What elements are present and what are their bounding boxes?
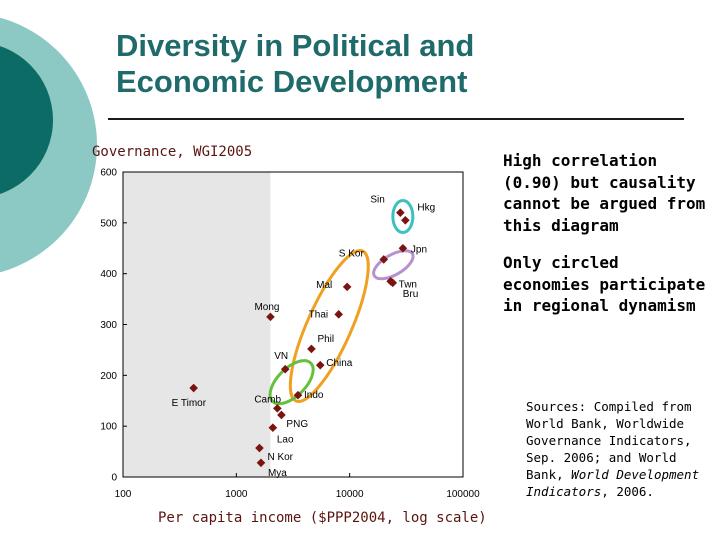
x-tick-label: 10000 xyxy=(336,489,364,500)
orange-group-outline xyxy=(288,249,370,403)
label-mya: Mya xyxy=(268,468,287,479)
bullet-correlation: High correlation (0.90) but causality ca… xyxy=(503,151,706,235)
x-tick-label: 100 xyxy=(115,489,132,500)
chart-title: Governance, WGI2005 xyxy=(92,144,252,160)
x-tick-label: 1000 xyxy=(225,489,248,500)
label-bru: Bru xyxy=(403,289,419,300)
plot-frame xyxy=(122,171,464,478)
bullet-list: High correlation (0.90) but causality ca… xyxy=(503,150,713,333)
label-s-kor: S Kor xyxy=(339,248,365,259)
y-tick-label: 600 xyxy=(100,168,117,179)
label-twn: Twn xyxy=(399,279,417,290)
data-points xyxy=(189,208,410,468)
label-camb: Camb xyxy=(254,394,281,405)
label-n-kor: N Kor xyxy=(267,452,293,463)
label-vn: VN xyxy=(274,351,288,362)
label-png: PNG xyxy=(286,419,308,430)
purple-group-outline xyxy=(372,249,415,281)
label-lao: Lao xyxy=(277,435,294,446)
label-mong: Mong xyxy=(254,302,279,313)
point-png xyxy=(277,410,286,420)
y-tick-label: 100 xyxy=(100,422,117,433)
y-tick-label: 400 xyxy=(100,269,117,280)
governance-income-scatter-chart: Governance, WGI2005 0100200300400500600 … xyxy=(92,144,487,526)
y-tick-label: 300 xyxy=(100,320,117,331)
y-axis-ticks: 0 100 200 300 400 500 600 xyxy=(100,168,127,484)
slide-title-line2: Economic Development xyxy=(116,64,468,99)
point-phil xyxy=(307,344,316,354)
label-indo: Indo xyxy=(304,390,324,401)
sources-text: Sources: Compiled from World Bank, World… xyxy=(526,399,692,482)
y-tick-label: 500 xyxy=(100,218,117,229)
decorative-dark-circle xyxy=(0,46,53,194)
group-outlines xyxy=(268,198,415,406)
label-sin: Sin xyxy=(370,195,384,206)
sources-year: , 2006. xyxy=(601,484,654,499)
slide-title-line1: Diversity in Political and xyxy=(116,28,475,63)
point-china xyxy=(315,360,325,370)
point-hkg xyxy=(401,215,410,225)
shaded-region xyxy=(123,172,271,477)
label-hkg: Hkg xyxy=(417,202,435,213)
point-mal xyxy=(342,282,352,292)
point-jpn xyxy=(398,243,408,253)
slide-title: Diversity in Political and Economic Deve… xyxy=(116,28,676,100)
label-china: China xyxy=(326,358,353,369)
label-phil: Phil xyxy=(317,334,334,345)
point-indo xyxy=(293,390,303,400)
sources-note: Sources: Compiled from World Bank, World… xyxy=(526,398,716,500)
point-n-kor xyxy=(255,443,264,453)
label-mal: Mal xyxy=(316,280,332,291)
x-tick-label: 100000 xyxy=(446,489,480,500)
teal-group-outline xyxy=(391,198,415,234)
point-mong xyxy=(266,312,275,322)
y-tick-label: 200 xyxy=(100,371,117,382)
point-thai xyxy=(334,310,343,319)
point-vn xyxy=(280,364,290,374)
point-camb xyxy=(273,404,282,413)
y-tick-label: 0 xyxy=(111,473,117,484)
point-sin xyxy=(396,208,405,217)
point-e-timor xyxy=(189,383,198,393)
title-divider xyxy=(108,118,684,120)
green-group-outline xyxy=(268,359,315,406)
label-thai: Thai xyxy=(309,309,328,320)
label-e-timor: E Timor xyxy=(172,398,207,409)
bullet-dynamism: Only circled economies participate in re… xyxy=(503,253,706,315)
point-bru xyxy=(388,278,398,288)
label-jpn: Jpn xyxy=(411,244,427,255)
x-axis-label: Per capita income ($PPP2004, log scale) xyxy=(158,510,487,526)
point-mya xyxy=(256,458,266,468)
point-lao xyxy=(268,423,278,432)
slide-decoration xyxy=(0,17,97,273)
sources-publication: World Development Indicators xyxy=(526,467,700,499)
